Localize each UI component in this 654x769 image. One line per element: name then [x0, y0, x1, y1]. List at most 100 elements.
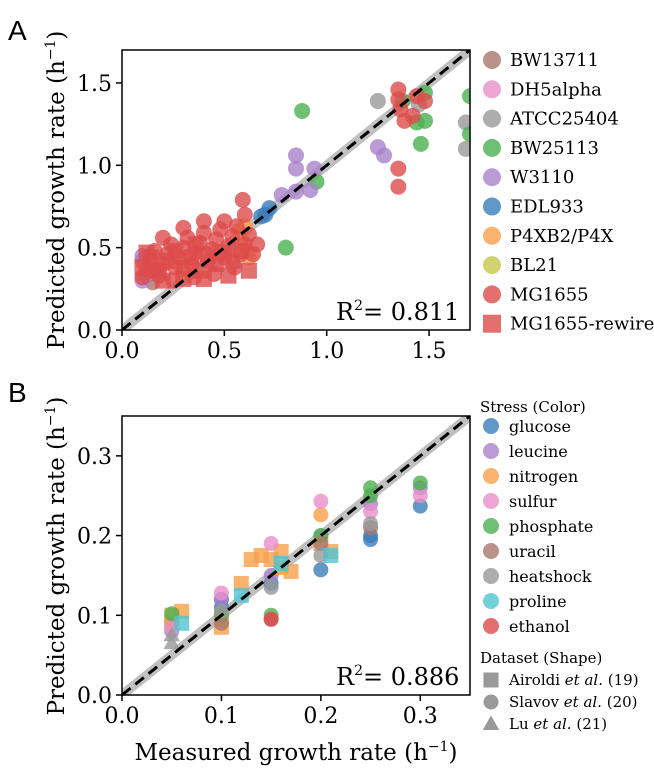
x-tick-label: 0.5	[207, 339, 242, 364]
point-mg1655-rewired	[187, 236, 204, 253]
point-bw25113	[462, 126, 470, 142]
legend-marker	[483, 109, 501, 128]
legend-marker	[483, 443, 499, 459]
panel-a-label: A	[8, 15, 27, 46]
panel-b-ticks: 0.0 0.1 0.2 0.3 0.0 0.1 0.2 0.3	[77, 445, 438, 729]
point-sulfur	[412, 488, 428, 504]
panel-b-ylabel: Predicted growth rate (h−1)	[43, 397, 70, 716]
legend-marker	[483, 468, 499, 484]
legend-label: MG1655	[510, 284, 589, 305]
shape-legend-ref: (21)	[572, 715, 608, 733]
legend-label: phosphate	[509, 517, 593, 536]
legend-label: sulfur	[509, 492, 557, 511]
legend-marker	[483, 314, 501, 333]
point-glucose	[363, 532, 379, 548]
point-w3110	[288, 147, 304, 164]
point-mg1655	[195, 213, 212, 230]
x-tick-label: 0.1	[204, 704, 239, 729]
point-sulfur	[213, 585, 229, 601]
point-proline	[273, 555, 289, 571]
point-heatshock	[213, 603, 229, 619]
legend-label: leucine	[509, 442, 568, 461]
legend-label: ethanol	[509, 617, 570, 636]
legend-marker	[483, 568, 499, 584]
point-w3110	[302, 182, 319, 198]
panel-a-ticks: 0.0 0.5 1.0 1.5 0.0 0.5 1.0 1.5	[77, 72, 447, 364]
point-mg1655	[216, 213, 233, 230]
legend-label: P4XB2/P4X	[510, 226, 614, 247]
panel-a: A 0.0 0.5 1.0 1.5 0.0 0.5 1.0 1.5 Predicted gro…	[8, 15, 654, 364]
x-tick-label: 1.5	[412, 339, 447, 364]
panel-b-color-legend: glucose leucine nitrogen sulfur phosphate ura…	[483, 417, 593, 636]
panel-a-legend: BW13711 DH5alpha ATCC25404 BW25113 W3110 EDL9…	[483, 50, 654, 335]
panel-a-ylabel: Predicted growth rate (h−1)	[43, 31, 70, 350]
point-atcc25404	[457, 140, 470, 157]
legend-marker	[483, 138, 501, 157]
legend-marker	[483, 518, 499, 534]
legend-marker	[483, 51, 501, 69]
y-tick-label: 0.2	[77, 525, 112, 550]
point-phosphate	[412, 475, 428, 491]
shape-legend-author: Lu	[509, 715, 533, 733]
point-ethanol	[263, 611, 279, 627]
point-bw25113	[412, 135, 429, 152]
point-mg1655-rewired	[154, 272, 171, 289]
panel-b-shape-legend-title: Dataset (Shape)	[480, 649, 602, 667]
legend-marker	[483, 256, 501, 275]
shape-legend-marker	[483, 672, 499, 688]
y-tick-label: 1.5	[77, 72, 112, 97]
point-heatshock	[263, 579, 279, 595]
point-mg1655	[249, 236, 266, 253]
y-tick-label: 1.0	[77, 154, 112, 179]
shape-legend-label: Airoldi et al. (19)	[508, 671, 639, 689]
x-tick-label: 0.0	[105, 704, 140, 729]
legend-marker	[483, 168, 501, 187]
legend-label: proline	[509, 592, 567, 611]
point-sulfur	[263, 536, 279, 552]
legend-marker	[483, 493, 499, 509]
y-tick-label: 0.3	[77, 445, 112, 470]
point-mg1655	[154, 229, 171, 246]
point-nitrogen	[313, 507, 329, 523]
point-mg1655	[408, 88, 425, 105]
point-heatshock	[363, 516, 379, 532]
x-tick-label: 0.0	[105, 339, 140, 364]
shape-legend-etal: et al.	[565, 671, 603, 689]
shape-legend-etal: et al.	[564, 693, 602, 711]
y-tick-label: 0.0	[77, 684, 112, 709]
panel-b-label: B	[8, 377, 27, 408]
panel-a-r2: R2= 0.811	[336, 298, 459, 326]
point-mg1655	[175, 219, 192, 236]
point-bw25113	[462, 88, 470, 105]
panel-b-color-legend-title: Stress (Color)	[480, 398, 586, 416]
shape-legend-marker	[482, 715, 500, 730]
shape-legend-author: Airoldi	[508, 671, 565, 689]
point-atcc25404	[457, 114, 470, 131]
y-tick-label: 0.5	[77, 237, 112, 262]
x-tick-label: 0.3	[403, 704, 438, 729]
panel-b-shape-legend: Airoldi et al. (19) Slavov et al. (20) Lu …	[482, 671, 639, 733]
panel-b-r2: R2= 0.886	[336, 663, 459, 691]
point-nitrogen	[233, 575, 249, 591]
legend-label: W3110	[510, 167, 574, 188]
panel-b-xlabel: Measured growth rate (h−1)	[134, 739, 457, 766]
point-heatshock	[163, 634, 180, 650]
identity-line	[122, 416, 470, 695]
point-mg1655-rewired	[195, 270, 212, 287]
legend-marker	[483, 226, 501, 245]
point-mg1655	[390, 178, 407, 195]
point-w3110	[369, 139, 386, 156]
legend-label: uracil	[509, 542, 556, 561]
point-mg1655	[390, 160, 407, 177]
shape-legend-etal: et al.	[533, 715, 571, 733]
y-tick-label: 0.0	[77, 319, 112, 344]
identity-line	[122, 50, 470, 330]
panel-b-identity-line	[122, 416, 470, 695]
legend-label: BW25113	[510, 138, 599, 159]
shape-legend-marker	[483, 694, 499, 710]
legend-marker	[483, 285, 501, 304]
shape-legend-ref: (20)	[602, 693, 638, 711]
legend-marker	[483, 618, 499, 634]
legend-marker	[483, 593, 499, 609]
